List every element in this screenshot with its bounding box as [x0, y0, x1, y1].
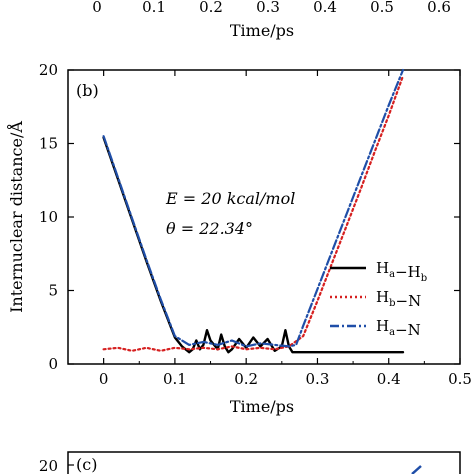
top-xtick-label: 0.2	[199, 0, 223, 16]
top-xtick-label: 0.4	[313, 0, 337, 16]
next-panel-curve-fragment	[411, 465, 422, 474]
y-axis-label: Internuclear distance/Å	[6, 121, 26, 313]
top-xtick-label: 0.6	[427, 0, 451, 16]
series-line-1	[102, 74, 405, 352]
series-line-0	[102, 136, 405, 354]
x-tick-label: 0	[99, 370, 109, 388]
legend-label: Hb−N	[376, 288, 421, 310]
legend-label: Ha−N	[376, 317, 421, 339]
top-x-axis-label: Time/ps	[230, 21, 294, 40]
x-axis-label: Time/ps	[230, 397, 294, 416]
x-tick-label: 0.5	[448, 370, 472, 388]
x-tick-label: 0.4	[377, 370, 401, 388]
top-xtick-label: 0.3	[256, 0, 280, 16]
angle-annotation: θ = 22.34°	[166, 219, 253, 238]
tick-labels: 0 0.1 0.2 0.3 0.4 0.5 0 5 10 15 20	[39, 61, 472, 388]
series-layer	[102, 68, 405, 354]
legend-label: Ha−Hb	[376, 259, 427, 284]
y-tick-label: 5	[48, 282, 58, 300]
axis-ticks	[68, 69, 461, 365]
energy-annotation: E = 20 kcal/mol	[165, 189, 295, 208]
legend: Ha−Hb Hb−N Ha−N	[330, 259, 427, 339]
next-panel-ytick-label: 20	[39, 457, 58, 474]
panel-b: 0 0.1 0.2 0.3 0.4 0.5 0 5 10 15 20 (b) Internuclea…	[6, 61, 472, 416]
bottom-fragment: (c) 20	[39, 451, 461, 474]
top-xtick-label: 0.1	[142, 0, 166, 16]
top-xtick-label: 0	[92, 0, 102, 16]
x-tick-label: 0.2	[234, 370, 258, 388]
series-line-2	[102, 68, 405, 348]
x-tick-label: 0.1	[163, 370, 187, 388]
y-tick-label: 0	[48, 355, 58, 373]
plot-frame	[67, 69, 461, 365]
y-tick-label: 20	[39, 61, 58, 79]
next-panel-label: (c)	[76, 455, 97, 474]
panel-label: (b)	[76, 81, 99, 100]
top-xtick-label: 0.5	[370, 0, 394, 16]
next-panel-frame	[67, 451, 461, 474]
top-fragment: 0 0.1 0.2 0.3 0.4 0.5 0.6 Time/ps	[92, 0, 451, 40]
y-tick-label: 15	[39, 135, 58, 153]
x-tick-label: 0.3	[306, 370, 330, 388]
y-tick-label: 10	[39, 208, 58, 226]
